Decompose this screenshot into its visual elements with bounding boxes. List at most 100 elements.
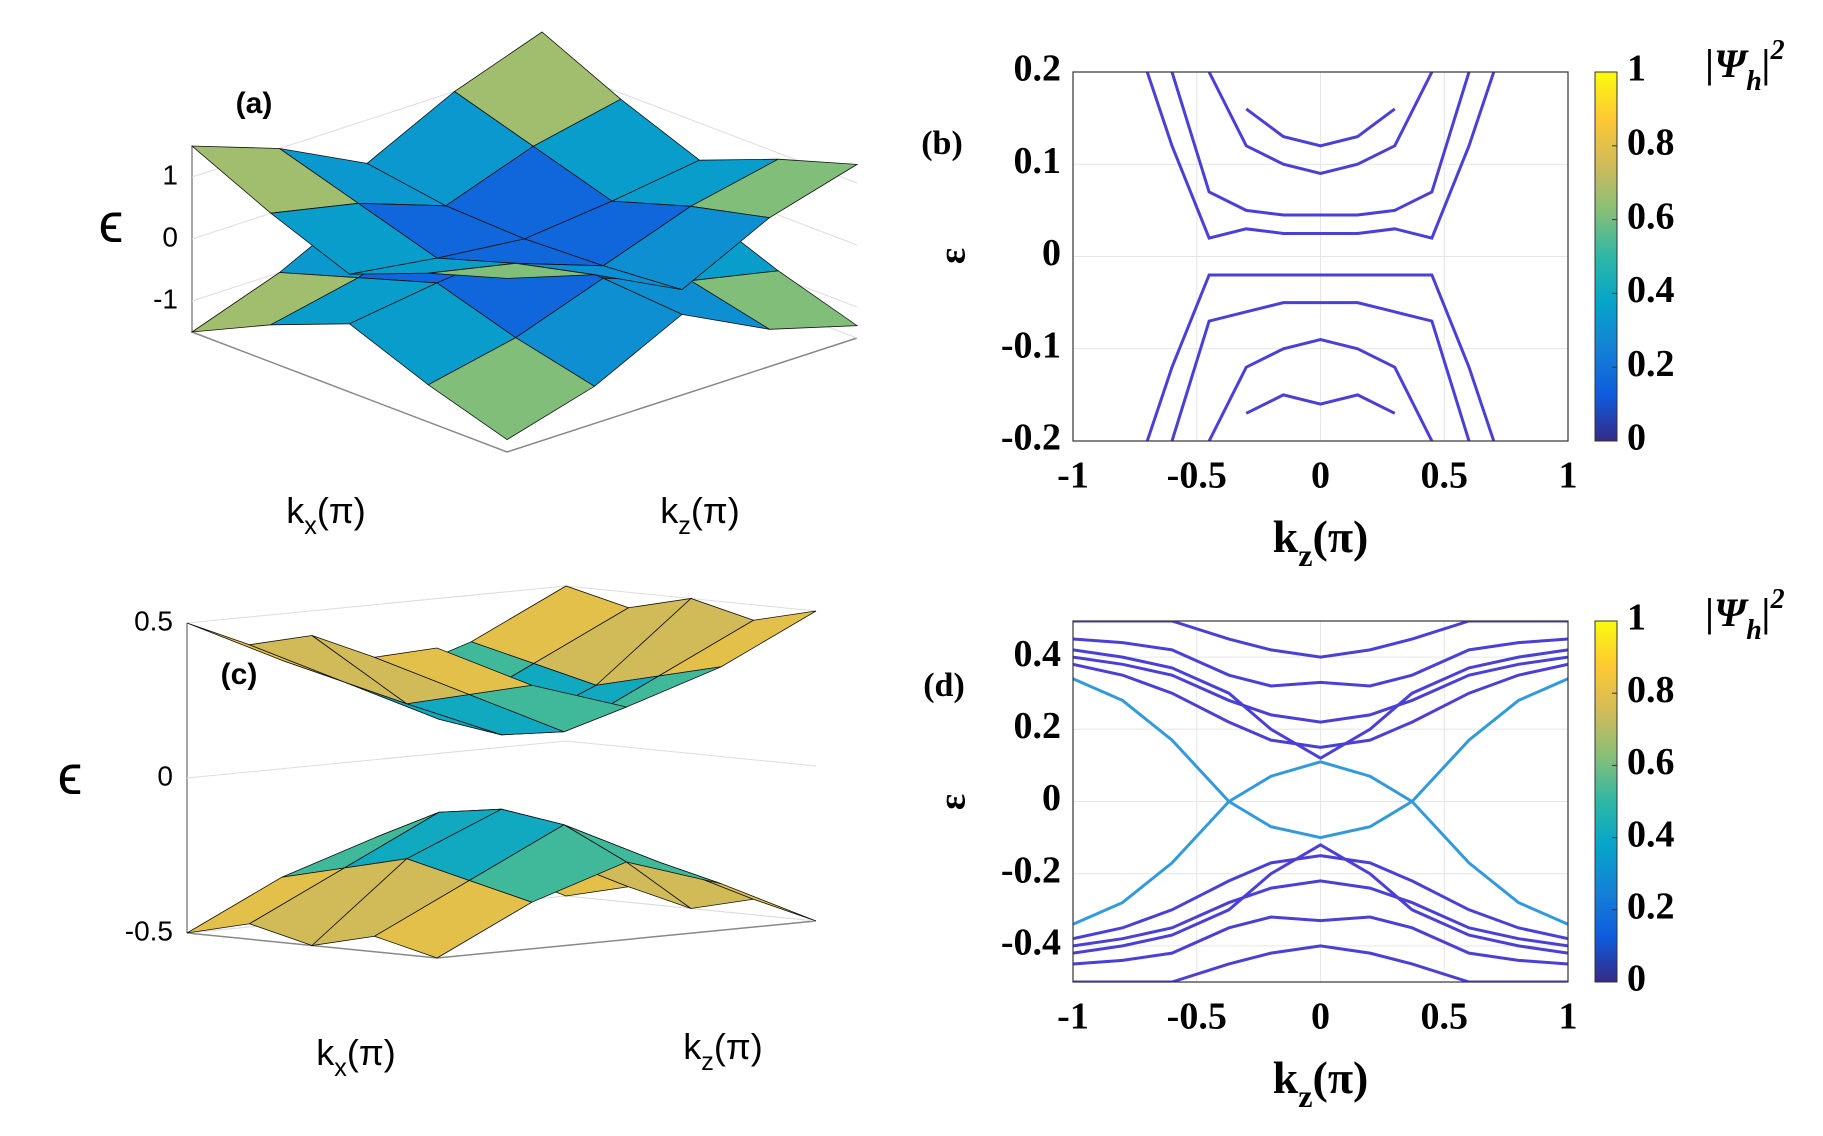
x-axis-label-part: k xyxy=(1273,1052,1299,1103)
panel-label: (b) xyxy=(921,125,963,162)
x-axis-label: kx(π) xyxy=(316,1032,395,1082)
colorbar-label-part: |Ψ xyxy=(1705,590,1749,635)
surface-cell xyxy=(427,337,596,441)
z-axis-label: ϵ xyxy=(58,743,83,806)
colorbar-tick-label: 0.2 xyxy=(1627,343,1675,385)
colorbar-tick-label: 1 xyxy=(1627,48,1646,90)
colorbar-tick-label: 0.8 xyxy=(1627,669,1675,711)
colorbar xyxy=(1594,71,1618,442)
z-tick-label: 0.5 xyxy=(134,605,173,636)
floor-edge xyxy=(191,331,858,453)
y-tick-label: 0 xyxy=(1042,777,1061,819)
band-line xyxy=(1245,393,1396,415)
colorbar-label-part: h xyxy=(1746,66,1762,97)
x-axis-label-part: x xyxy=(334,1054,347,1082)
band-line xyxy=(1207,72,1434,176)
band-line xyxy=(1073,655,1568,724)
colorbar-label-part: h xyxy=(1746,615,1762,646)
y-tick-label: 0.4 xyxy=(1014,633,1062,675)
y-axis-label-part: (π) xyxy=(714,1026,763,1067)
x-axis-label-part: k xyxy=(1273,511,1299,562)
x-axis-label-part: (π) xyxy=(1313,511,1369,562)
x-axis-label: kx(π) xyxy=(286,490,365,540)
band-line xyxy=(1073,915,1568,966)
x-axis-label: kz(π) xyxy=(1273,1052,1369,1115)
band-line xyxy=(1073,944,1568,982)
band-line xyxy=(1170,301,1471,441)
x-axis-label-part: (π) xyxy=(1313,1052,1369,1103)
y-tick-label: -0.1 xyxy=(1001,324,1061,366)
x-tick-label: -0.5 xyxy=(1167,996,1227,1038)
band-line xyxy=(1145,72,1496,240)
z-axis-label: ϵ xyxy=(99,191,124,254)
band-line xyxy=(1145,273,1496,441)
band-line xyxy=(1073,648,1568,760)
colorbar xyxy=(1594,620,1618,983)
surface-cell xyxy=(373,880,533,959)
panel-label: (c) xyxy=(221,658,258,691)
y-tick-label: 0.2 xyxy=(1014,705,1062,747)
grid-line xyxy=(186,740,817,779)
band-line xyxy=(1073,662,1568,749)
y-tick-label: -0.2 xyxy=(1001,417,1061,459)
x-tick-label: 0 xyxy=(1311,455,1330,497)
colorbar-tick-label: 0 xyxy=(1627,958,1646,1000)
x-tick-label: 1 xyxy=(1559,996,1578,1038)
surface-cell xyxy=(372,647,534,695)
colorbar-label-part: 2 xyxy=(1770,35,1785,66)
band-line xyxy=(1073,854,1568,941)
band-line xyxy=(1245,107,1396,148)
colorbar-tick-label: 0.2 xyxy=(1627,886,1675,928)
z-tick-label: -0.5 xyxy=(125,915,173,946)
x-tick-label: -0.5 xyxy=(1167,455,1227,497)
colorbar-tick-label: 0.4 xyxy=(1627,813,1675,855)
y-axis-label-part: k xyxy=(683,1026,702,1067)
band-line xyxy=(1073,621,1568,659)
band-line xyxy=(1073,637,1568,688)
x-axis-label-part: z xyxy=(1298,537,1312,573)
colorbar-label-part: | xyxy=(1762,41,1771,86)
colorbar-tick-label: 0.6 xyxy=(1627,195,1675,237)
x-axis-label: kz(π) xyxy=(1273,511,1369,574)
band-line xyxy=(1170,72,1471,217)
colorbar-label-part: 2 xyxy=(1770,584,1785,615)
colorbar-label: |Ψh|2 xyxy=(1705,584,1784,646)
y-tick-label: 0.2 xyxy=(1014,48,1062,90)
x-axis-label-part: (π) xyxy=(317,490,366,531)
axes-box xyxy=(1072,71,1569,442)
y-tick-label: 0 xyxy=(1042,232,1061,274)
x-tick-label: -1 xyxy=(1057,455,1089,497)
y-tick-label: -0.4 xyxy=(1001,922,1061,964)
colorbar-tick-label: 0.4 xyxy=(1627,269,1675,311)
x-tick-label: 0.5 xyxy=(1421,455,1469,497)
band-line xyxy=(1207,337,1434,441)
axes-box xyxy=(1072,620,1569,983)
x-tick-label: 0 xyxy=(1311,996,1330,1038)
surface-cell xyxy=(428,262,595,279)
x-tick-label: -1 xyxy=(1057,996,1089,1038)
y-tick-label: 0.1 xyxy=(1014,140,1062,182)
band-line xyxy=(1073,879,1568,948)
colorbar-label-part: | xyxy=(1762,590,1771,635)
panel-label: (d) xyxy=(923,667,965,704)
y-axis-label-part: z xyxy=(701,1048,714,1076)
y-tick-label: -0.2 xyxy=(1001,849,1061,891)
x-tick-label: 0.5 xyxy=(1421,996,1469,1038)
x-axis-label-part: x xyxy=(304,512,317,540)
x-tick-label: 1 xyxy=(1559,455,1578,497)
x-axis-label-part: (π) xyxy=(347,1032,396,1073)
colorbar-tick-label: 0 xyxy=(1627,417,1646,459)
z-tick-label: 0 xyxy=(157,760,173,791)
y-axis-label: kz(π) xyxy=(660,490,739,540)
x-axis-label-part: z xyxy=(1298,1078,1312,1114)
y-axis-label: ε xyxy=(932,794,974,810)
colorbar-tick-label: 0.8 xyxy=(1627,122,1675,164)
panel-label: (a) xyxy=(236,87,273,120)
colorbar-tick-label: 1 xyxy=(1627,597,1646,639)
z-tick-label: 1 xyxy=(162,159,178,190)
band-line xyxy=(1073,843,1568,955)
y-axis-label-part: (π) xyxy=(691,490,740,531)
x-axis-label-part: k xyxy=(286,490,305,531)
z-tick-label: -1 xyxy=(153,283,178,314)
